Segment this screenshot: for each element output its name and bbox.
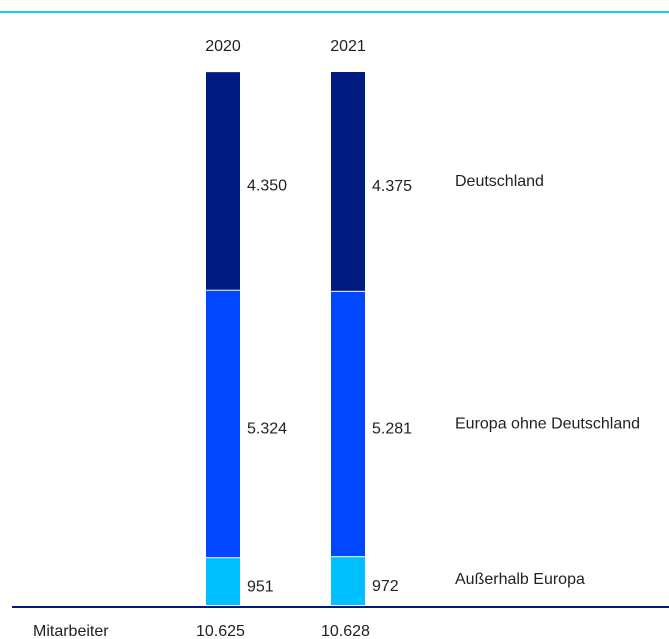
legend-label: Außerhalb Europa <box>455 571 585 588</box>
category-label: 2021 <box>330 38 366 55</box>
bar-segment <box>331 291 365 557</box>
bar-segment <box>206 290 240 558</box>
value-label: 4.350 <box>247 178 287 195</box>
value-label: 5.324 <box>247 421 287 438</box>
value-label: 972 <box>372 578 399 595</box>
value-label: 4.375 <box>372 178 412 195</box>
bar-segment <box>331 72 365 291</box>
bar-segment <box>331 557 365 605</box>
category-label: 2020 <box>205 38 241 55</box>
total-value: 10.628 <box>321 623 370 639</box>
bar-segment <box>206 72 240 290</box>
total-label: Mitarbeiter <box>33 623 109 639</box>
bar-segment <box>206 558 240 605</box>
legend-label: Deutschland <box>455 173 544 190</box>
value-label: 951 <box>247 578 274 595</box>
value-label: 5.281 <box>372 421 412 438</box>
total-value: 10.625 <box>196 623 245 639</box>
legend-label: Europa ohne Deutschland <box>455 416 640 433</box>
